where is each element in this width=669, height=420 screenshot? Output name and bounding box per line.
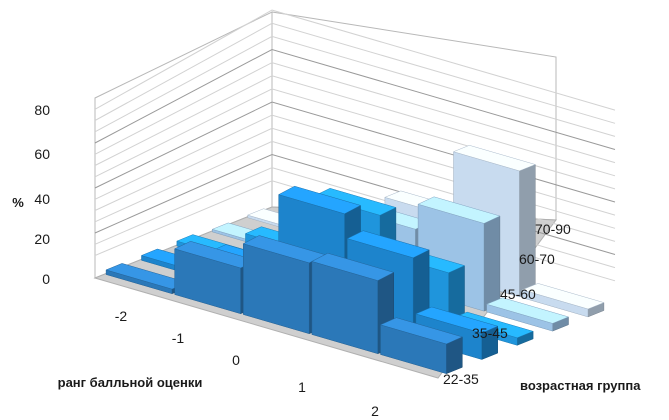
series-22-35 <box>105 235 464 375</box>
bar <box>485 297 570 332</box>
series-axis-ticks: 22-35 35-45 45-60 60-70 70-90 <box>443 221 571 387</box>
x-tick-label: -2 <box>115 308 128 324</box>
x-tick-label: 2 <box>371 403 379 419</box>
gridline <box>94 75 616 177</box>
bar-top <box>278 185 362 215</box>
series-tick-label: 70-90 <box>535 221 571 237</box>
y-tick-label: 60 <box>34 146 50 162</box>
y-tick-label: 0 <box>42 271 50 287</box>
bar-top <box>452 145 537 172</box>
y-axis-ticks: 80 60 40 20 0 <box>34 102 50 287</box>
gridline <box>94 62 616 164</box>
gridline <box>94 35 616 137</box>
series-tick-label: 45-60 <box>500 286 536 302</box>
bar-top <box>485 297 570 324</box>
bar-top <box>415 306 499 334</box>
x-axis-ticks: -2 -1 0 1 2 <box>115 308 379 419</box>
y-tick-label: 20 <box>34 231 50 247</box>
bar-top <box>346 230 430 259</box>
gridline <box>94 22 616 124</box>
x-tick-label: -1 <box>172 330 185 346</box>
series-tick-label: 22-35 <box>443 371 479 387</box>
bar <box>379 317 464 375</box>
bar-top <box>311 252 395 281</box>
bars <box>105 145 605 375</box>
series-tick-label: 35-45 <box>472 325 508 341</box>
bar <box>105 263 189 295</box>
gridline <box>94 48 616 150</box>
series-tick-label: 60-70 <box>519 251 555 267</box>
bar-side <box>483 215 501 312</box>
series-axis-title: возрастная группа <box>520 378 641 393</box>
x-tick-label: 1 <box>298 379 306 395</box>
bar-side <box>519 164 536 298</box>
y-tick-label: 40 <box>34 191 50 207</box>
x-axis-title: ранг балльной оценки <box>58 375 203 390</box>
x-tick-label: 0 <box>232 352 240 368</box>
y-tick-label: 80 <box>34 102 50 118</box>
y-axis-title: % <box>12 195 24 210</box>
bar <box>521 283 605 318</box>
bar-top <box>379 317 464 345</box>
bar-top <box>521 283 605 310</box>
bar-top <box>417 196 501 224</box>
gridline <box>94 9 616 111</box>
